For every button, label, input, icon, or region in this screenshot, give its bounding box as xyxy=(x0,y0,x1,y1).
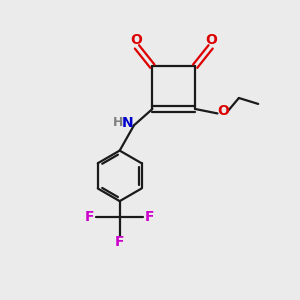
Text: O: O xyxy=(217,104,229,118)
Text: O: O xyxy=(130,33,142,47)
Text: F: F xyxy=(145,211,154,224)
Text: O: O xyxy=(205,33,217,47)
Text: F: F xyxy=(115,236,124,249)
Text: H: H xyxy=(113,116,124,130)
Text: N: N xyxy=(122,116,133,130)
Text: F: F xyxy=(85,211,95,224)
